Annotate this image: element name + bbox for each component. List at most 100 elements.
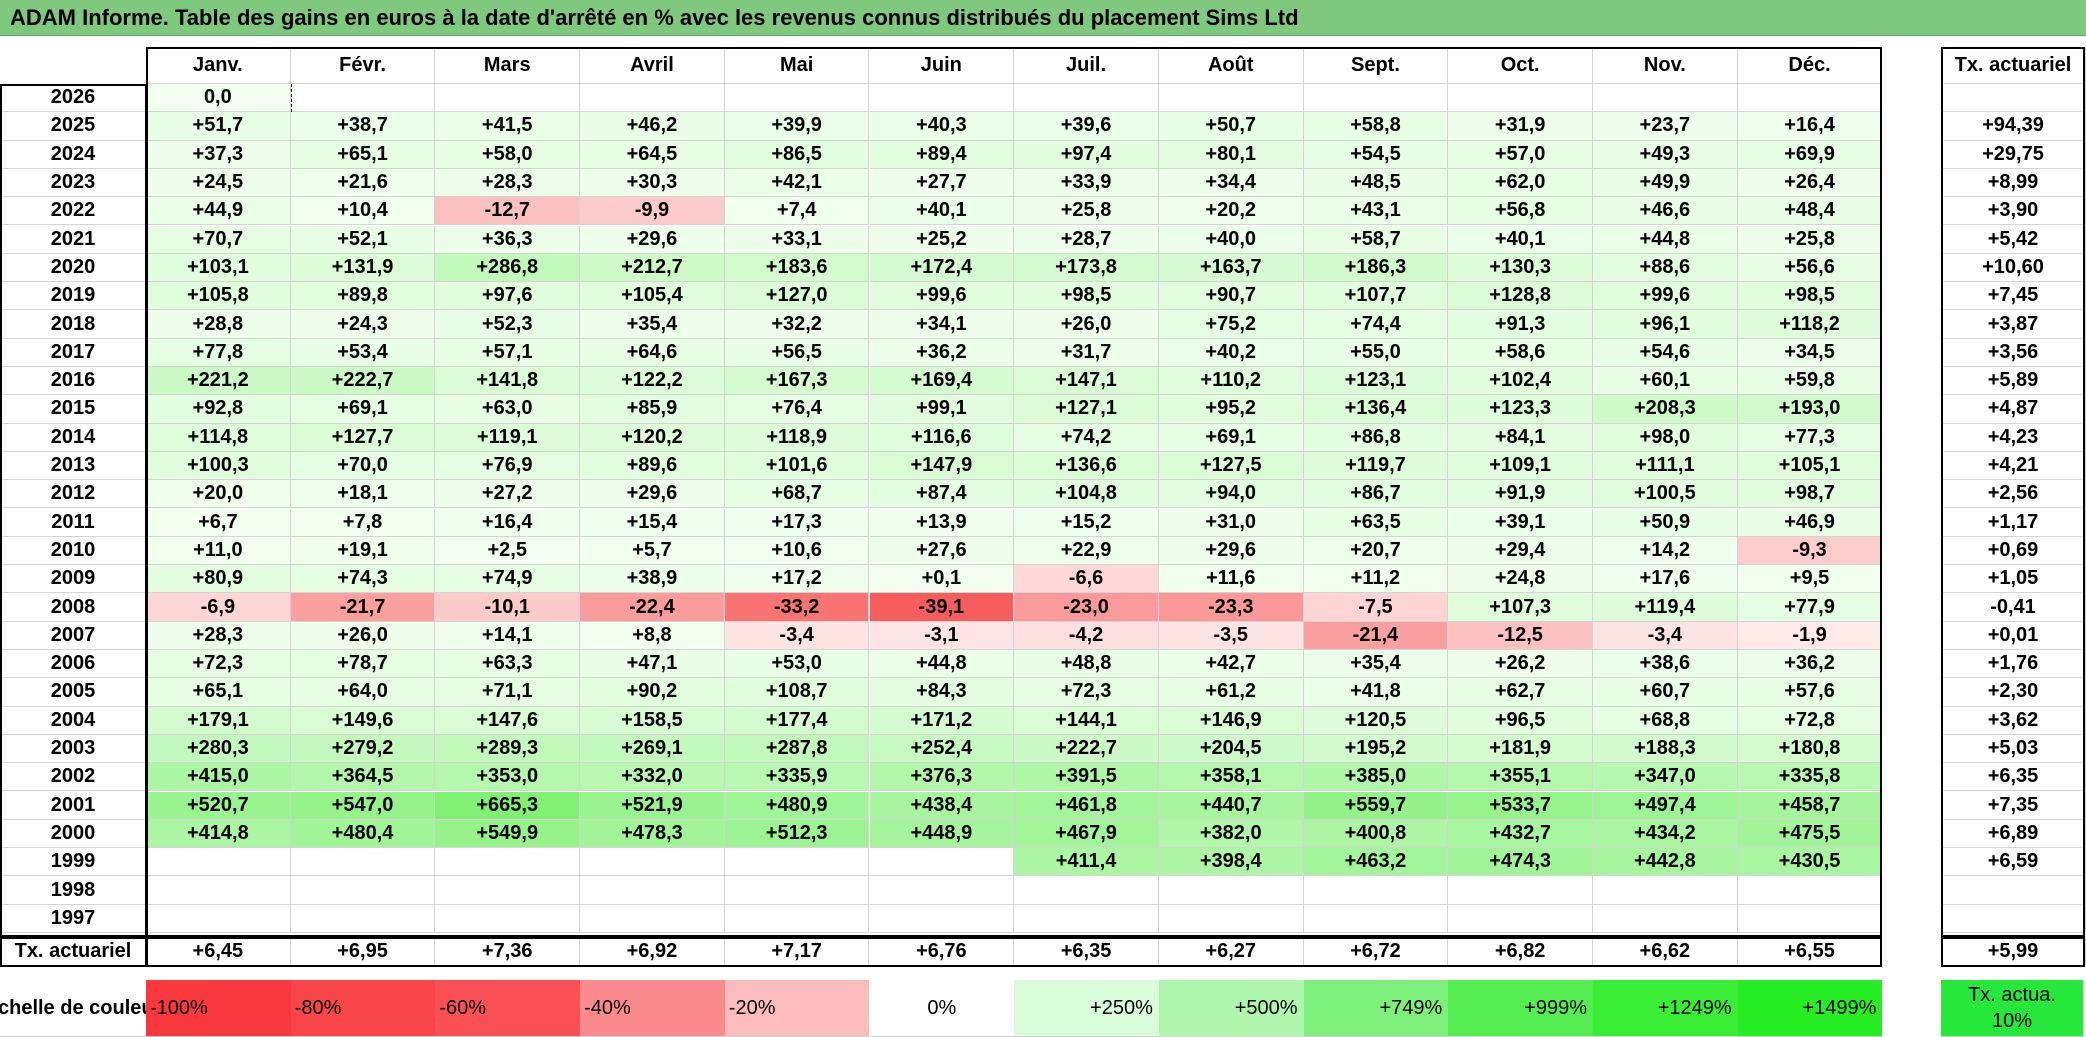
data-cell: +7,8 xyxy=(290,508,436,537)
data-cell: +34,4 xyxy=(1158,168,1304,198)
data-cell: +41,8 xyxy=(1303,678,1449,707)
summary-cell: +6,92 xyxy=(580,937,725,967)
data-cell: +57,0 xyxy=(1448,140,1593,169)
data-cell: +28,3 xyxy=(146,621,291,650)
data-cell: +95,2 xyxy=(1158,395,1304,424)
data-cell: +110,2 xyxy=(1158,367,1304,396)
data-cell: +53,0 xyxy=(724,650,870,679)
data-cell xyxy=(1303,876,1449,905)
rate-cell: +2,30 xyxy=(1941,678,2086,707)
data-cell: +75,2 xyxy=(1158,310,1304,339)
data-cell: +99,1 xyxy=(869,395,1015,424)
year-label: 2002 xyxy=(0,763,146,792)
data-cell: +54,5 xyxy=(1303,140,1449,169)
year-label: 2020 xyxy=(0,253,146,283)
month-header: Juin xyxy=(869,47,1015,84)
data-cell: +29,6 xyxy=(580,480,725,509)
data-cell: +99,6 xyxy=(869,282,1015,311)
data-cell: +56,6 xyxy=(1737,253,1883,283)
data-cell: +107,7 xyxy=(1303,282,1449,311)
data-cell: +88,6 xyxy=(1593,253,1738,283)
year-label: 2019 xyxy=(0,282,146,311)
data-cell: +38,7 xyxy=(290,112,436,141)
data-cell: +80,1 xyxy=(1158,140,1304,169)
data-cell: +64,6 xyxy=(580,338,725,367)
data-cell: +74,4 xyxy=(1303,310,1449,339)
data-cell: +398,4 xyxy=(1158,848,1304,877)
data-cell: +50,9 xyxy=(1593,508,1738,537)
data-cell: +521,9 xyxy=(580,791,725,820)
data-cell xyxy=(1593,84,1738,113)
data-cell: +434,2 xyxy=(1593,819,1738,849)
data-cell: +46,6 xyxy=(1593,197,1738,226)
rate-cell: +10,60 xyxy=(1941,253,2086,283)
data-cell: -3,1 xyxy=(869,621,1015,650)
data-cell: +120,2 xyxy=(580,423,725,452)
data-cell: +18,1 xyxy=(290,480,436,509)
data-cell: +32,2 xyxy=(724,310,870,339)
data-cell: +118,9 xyxy=(724,423,870,452)
data-cell: +39,9 xyxy=(724,112,870,141)
rate-cell xyxy=(1941,876,2086,905)
rate-cell: -0,41 xyxy=(1941,593,2086,622)
year-label: 2005 xyxy=(0,678,146,707)
data-cell: +38,6 xyxy=(1593,650,1738,679)
data-cell: +57,6 xyxy=(1737,678,1883,707)
data-cell: +34,1 xyxy=(869,310,1015,339)
data-cell: +40,1 xyxy=(1448,225,1593,254)
data-cell: +27,7 xyxy=(869,168,1015,198)
data-cell: +11,0 xyxy=(146,536,291,566)
data-cell: +122,2 xyxy=(580,367,725,396)
data-cell: +54,6 xyxy=(1593,338,1738,367)
data-cell: +77,8 xyxy=(146,338,291,367)
data-cell: +2,5 xyxy=(435,536,581,566)
rate-cell: +8,99 xyxy=(1941,168,2086,198)
data-cell: +400,8 xyxy=(1303,819,1449,849)
data-cell: +89,8 xyxy=(290,282,436,311)
data-cell: +72,3 xyxy=(146,650,291,679)
data-cell: +147,6 xyxy=(435,706,581,735)
data-cell: +24,3 xyxy=(290,310,436,339)
title-bar: ADAM Informe. Table des gains en euros à… xyxy=(0,0,2086,36)
color-scale-swatch: -100% xyxy=(146,980,291,1037)
data-cell: +177,4 xyxy=(724,706,870,735)
color-scale-swatch: +999% xyxy=(1448,980,1593,1037)
rate-cell: +1,05 xyxy=(1941,565,2086,594)
data-cell: +147,9 xyxy=(869,451,1015,481)
summary-cell: +6,45 xyxy=(146,937,291,967)
data-cell: +48,4 xyxy=(1737,197,1883,226)
data-cell: +64,5 xyxy=(580,140,725,169)
data-cell: +89,6 xyxy=(580,451,725,481)
rate-cell: +6,35 xyxy=(1941,763,2086,792)
data-cell: +107,3 xyxy=(1448,593,1593,622)
data-cell: +23,7 xyxy=(1593,112,1738,141)
rate-cell: +7,45 xyxy=(1941,282,2086,311)
data-cell xyxy=(435,848,581,877)
data-cell: +448,9 xyxy=(869,819,1015,849)
data-cell: +53,4 xyxy=(290,338,436,367)
data-cell: +105,8 xyxy=(146,282,291,311)
data-cell: +136,4 xyxy=(1303,395,1449,424)
data-cell: +20,0 xyxy=(146,480,291,509)
data-cell xyxy=(435,904,581,933)
summary-cell: +7,17 xyxy=(724,937,870,967)
data-cell: +104,8 xyxy=(1014,480,1159,509)
data-cell: +463,2 xyxy=(1303,848,1449,877)
year-label: 2026 xyxy=(0,84,146,113)
data-cell: +21,6 xyxy=(290,168,436,198)
color-scale-swatch: 0% xyxy=(869,980,1015,1037)
rate-cell: +3,62 xyxy=(1941,706,2086,735)
data-cell: +119,4 xyxy=(1593,593,1738,622)
year-label: 2016 xyxy=(0,367,146,396)
data-cell: +158,5 xyxy=(580,706,725,735)
data-cell: +442,8 xyxy=(1593,848,1738,877)
data-cell: +28,7 xyxy=(1014,225,1159,254)
data-cell: +180,8 xyxy=(1737,734,1883,764)
data-cell: +84,3 xyxy=(869,678,1015,707)
data-cell xyxy=(724,84,870,113)
month-header: Sept. xyxy=(1303,47,1449,84)
data-cell: +17,6 xyxy=(1593,565,1738,594)
data-cell: -39,1 xyxy=(869,593,1015,622)
data-cell: +212,7 xyxy=(580,253,725,283)
